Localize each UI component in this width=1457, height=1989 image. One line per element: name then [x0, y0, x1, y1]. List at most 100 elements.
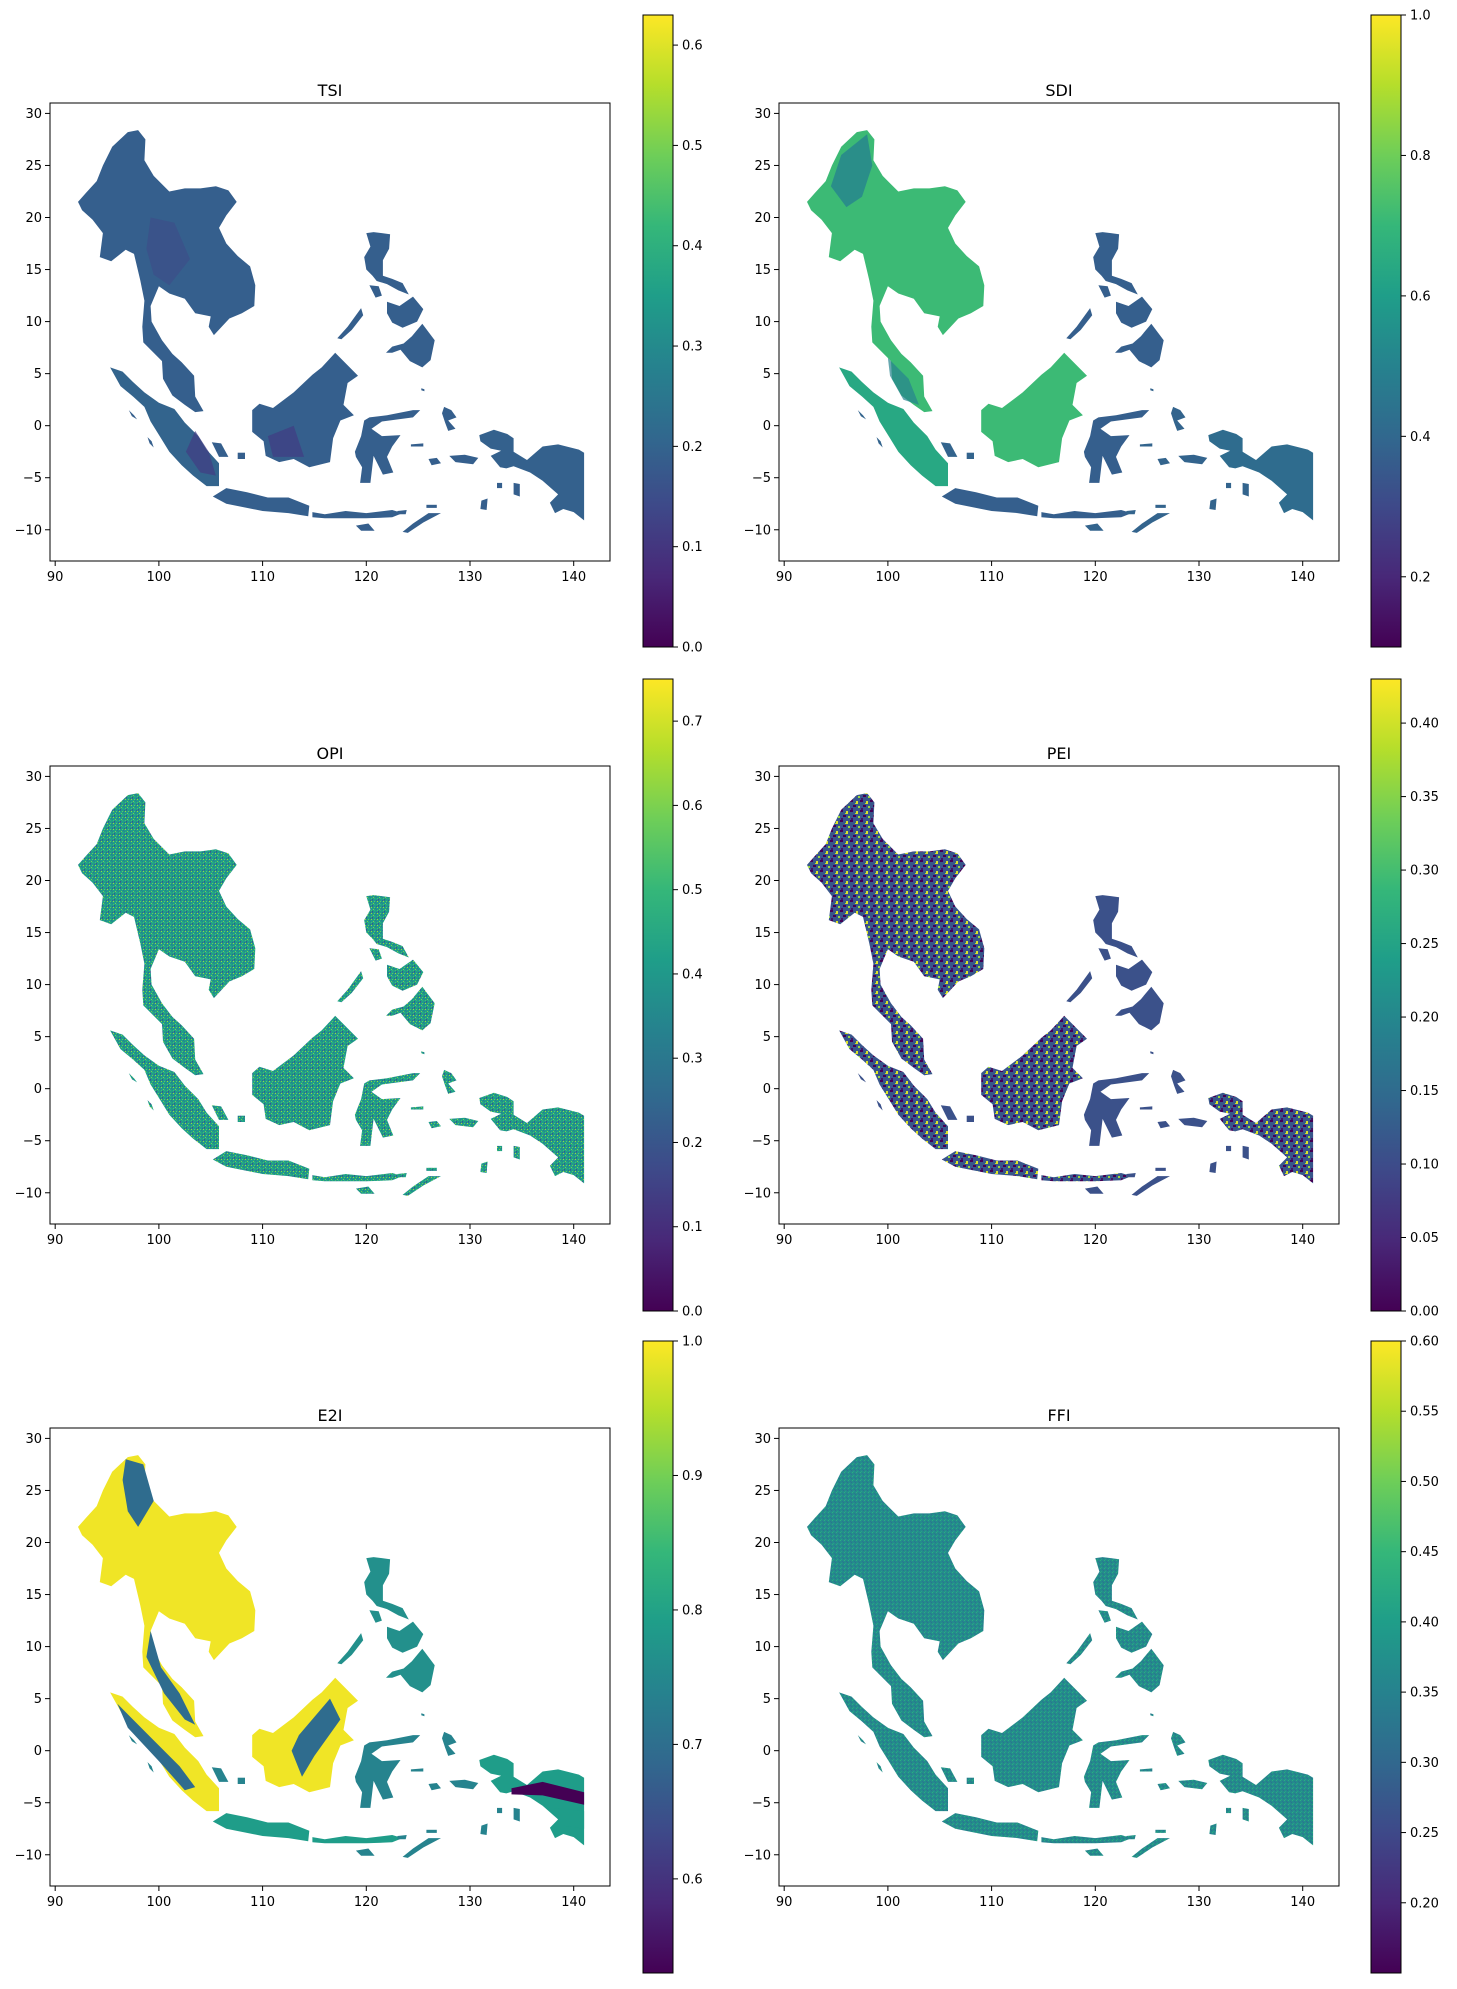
ffi-landmass-tanimbar: [1209, 1823, 1217, 1835]
ffi-colorbar-tick-label: 0.40: [1410, 1615, 1439, 1630]
sdi-xtick-label: 140: [1290, 570, 1315, 585]
tsi-landmass-timor: [402, 513, 441, 533]
pei-landmass-bangka: [940, 1105, 958, 1120]
opi-landmass-aru: [513, 1145, 520, 1160]
tsi-ytick-label: 0: [34, 419, 42, 434]
sdi-ytick-label: 15: [754, 263, 771, 278]
ffi-ytick-label: 0: [763, 1744, 771, 1759]
sdi-landmass-sumba: [1084, 523, 1104, 531]
sdi-colorbar-tick-label: 0.4: [1410, 430, 1431, 445]
e2i-landmass-lesser: [312, 1835, 403, 1844]
ffi-landmass-sumatra: [839, 1692, 948, 1812]
e2i-landmass-palawan: [337, 1633, 364, 1665]
pei-colorbar-tick-label: 0.25: [1410, 937, 1439, 952]
tsi-xtick-label: 110: [250, 570, 275, 585]
sdi-ytick-label: 30: [754, 107, 771, 122]
opi-xtick-label: 90: [47, 1233, 64, 1248]
sdi-colorbar-tick-label: 1.0: [1410, 9, 1431, 24]
tsi-landmass-tanimbar: [480, 498, 488, 510]
tsi-map: [78, 130, 585, 533]
tsi-xtick-label: 140: [561, 570, 586, 585]
e2i-colorbar-gradient: [642, 1340, 674, 1974]
opi-landmass-sula: [410, 1106, 424, 1110]
pei-xtick-label: 110: [979, 1233, 1004, 1248]
opi-xtick-label: 130: [458, 1233, 483, 1248]
e2i-panel: E2I 90 100 110 120 130 140 30 25 20 15 10 5 0 −5 −10 0.6…: [15, 1335, 703, 1974]
sdi-landmass-seram: [1178, 454, 1208, 465]
ffi-ytick-label: 10: [754, 1640, 771, 1655]
ffi-colorbar-tick-label: 0.50: [1410, 1475, 1439, 1490]
ffi-landmass-mainland: [807, 1455, 985, 1738]
ffi-colorbar-tick-label: 0.35: [1410, 1686, 1439, 1701]
e2i-landmass-sangihe: [421, 1713, 425, 1717]
pei-xtick-label: 90: [776, 1233, 793, 1248]
tsi-ytick-label: 25: [25, 159, 42, 174]
tsi-ytick-label: −5: [23, 471, 42, 486]
e2i-xtick-label: 120: [354, 1895, 379, 1910]
ffi-landmass-lesser: [1041, 1835, 1132, 1844]
e2i-landmass-timor: [402, 1838, 441, 1858]
opi-ytick-label: 10: [25, 978, 42, 993]
pei-landmass-belitung: [966, 1115, 974, 1122]
tsi-colorbar-tick-label: 0.0: [682, 641, 703, 656]
ffi-landmass-bangka: [940, 1767, 958, 1782]
pei-ytick-label: −10: [744, 1186, 771, 1201]
opi-map: [78, 793, 585, 1196]
tsi-colorbar-tick-label: 0.4: [682, 239, 703, 254]
pei-ytick-label: 5: [763, 1030, 771, 1045]
sdi-ytick-label: 5: [763, 367, 771, 382]
e2i-axes-frame: [49, 1427, 611, 1887]
ffi-landmass-java: [941, 1813, 1039, 1842]
e2i-colorbar-tick-label: 0.9: [682, 1469, 703, 1484]
opi-colorbar-tick-label: 0.0: [682, 1305, 703, 1320]
sdi-axes-frame: [778, 102, 1340, 562]
sdi-ytick-label: 0: [763, 419, 771, 434]
ffi-xtick-label: 90: [776, 1895, 793, 1910]
tsi-landmass-papua: [479, 429, 585, 521]
sdi-ytick-label: 25: [754, 159, 771, 174]
opi-panel: OPI 90 100 110 120 130 140 30 25 20 15 10 5 0 −5 −10 0.0…: [15, 678, 703, 1320]
tsi-landmass-visayas: [387, 296, 424, 328]
sdi-landmass-kai: [1226, 482, 1232, 489]
ffi-xtick-label: 100: [875, 1895, 900, 1910]
ffi-axes-frame: [778, 1427, 1340, 1887]
pei-panel: PEI 90 100 110 120 130 140 30 25 20 15 10 5 0 −5 −10 0.0…: [744, 678, 1439, 1320]
sdi-panel: SDI 90 100 110 120 130 140 30 25 20 15 10 5 0 −5 −10 0.2…: [744, 9, 1431, 648]
tsi-landmass-kai: [497, 482, 503, 489]
opi-landmass-palawan: [337, 971, 364, 1003]
opi-landmass-sangihe: [421, 1051, 425, 1055]
opi-xtick-label: 100: [146, 1233, 171, 1248]
pei-landmass-sumatra: [839, 1030, 948, 1150]
pei-landmass-mindoro: [1098, 948, 1111, 961]
ffi-landmass-mindanao: [1115, 1648, 1164, 1693]
tsi-borneo-shading: [267, 425, 305, 457]
opi-colorbar-tick-label: 0.2: [682, 1136, 703, 1151]
pei-colorbar-tick-label: 0.15: [1410, 1084, 1439, 1099]
e2i-landmass-sumba: [355, 1848, 375, 1856]
ffi-colorbar-tick-label: 0.20: [1410, 1896, 1439, 1911]
sdi-landmass-flores_e: [1126, 510, 1136, 515]
opi-ytick-label: −5: [23, 1134, 42, 1149]
pei-axes-frame: [778, 765, 1340, 1225]
pei-landmass-mainland: [807, 793, 985, 1076]
pei-ytick-label: 0: [763, 1082, 771, 1097]
opi-landmass-bangka: [211, 1105, 229, 1120]
ffi-ytick-label: −10: [744, 1848, 771, 1863]
sdi-colorbar-tick-label: 0.8: [1410, 149, 1431, 164]
e2i-ytick-label: 10: [25, 1640, 42, 1655]
tsi-landmass-sulawesi: [354, 410, 421, 483]
tsi-ytick-label: 20: [25, 211, 42, 226]
ffi-landmass-kai: [1226, 1807, 1232, 1814]
opi-colorbar-tick-label: 0.5: [682, 883, 703, 898]
ffi-landmass-belitung: [966, 1777, 974, 1784]
e2i-map: [78, 1455, 585, 1858]
opi-landmass-mindoro: [369, 948, 382, 961]
opi-landmass-mainland: [78, 793, 256, 1076]
sdi-xtick-label: 110: [979, 570, 1004, 585]
ffi-panel: FFI 90 100 110 120 130 140 30 25 20 15 10 5 0 −5 −10 0.2…: [744, 1335, 1439, 1974]
pei-landmass-sulawesi: [1083, 1073, 1150, 1146]
ffi-colorbar-gradient: [1370, 1340, 1402, 1974]
e2i-xtick-label: 140: [561, 1895, 586, 1910]
tsi-landmass-mentawai: [147, 437, 154, 448]
sdi-landmass-aru: [1242, 482, 1249, 497]
